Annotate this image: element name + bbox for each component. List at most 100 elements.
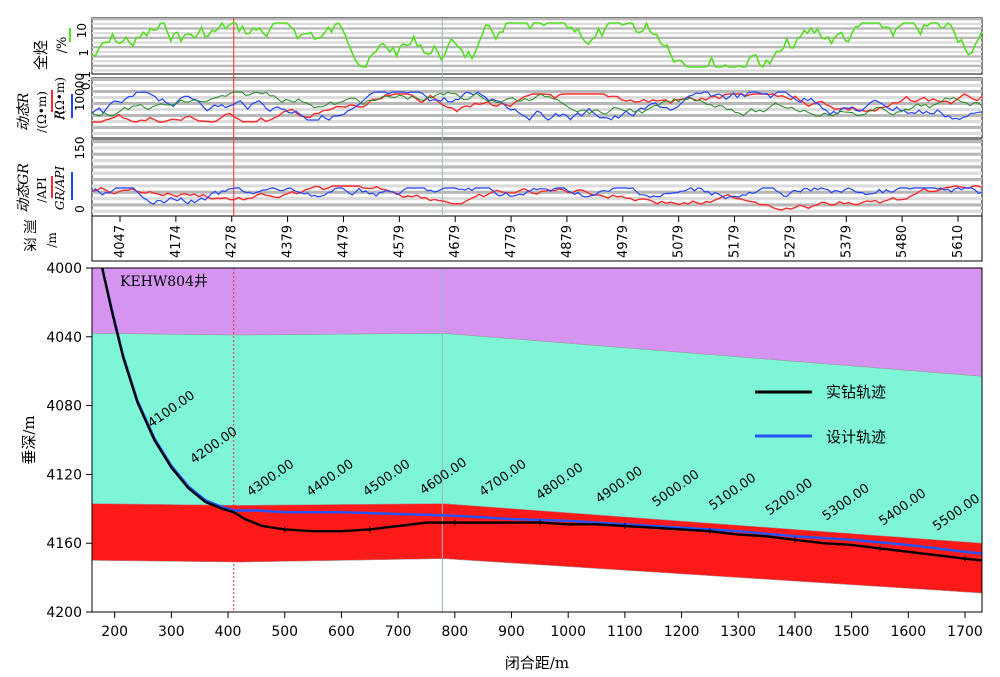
stripe [92, 64, 982, 67]
plot-frame [91, 267, 983, 613]
log-curve [92, 93, 983, 123]
stripe [92, 184, 982, 188]
stripe [92, 46, 982, 49]
stripe [92, 165, 982, 169]
depth-tick-label-4479: 4479 [336, 225, 351, 258]
stripe [92, 69, 982, 72]
resistivity-label-2: /(Ω•m) [35, 91, 49, 133]
x-tick-label-1000: 1000 [550, 624, 586, 640]
resistivity-tick-10000: 10000 [73, 73, 87, 111]
depth-tick-label-4174: 4174 [169, 225, 184, 258]
x-tick-label-1300: 1300 [720, 624, 756, 640]
stripe [92, 178, 982, 182]
gamma-track-stripes [92, 140, 982, 213]
x-tick-label-400: 400 [215, 624, 242, 640]
legend-label-design: 设计轨迹 [826, 428, 886, 446]
stripe [92, 132, 982, 135]
stripe [92, 90, 982, 93]
gamma-tick-0: 0 [73, 205, 87, 213]
well-label: KEHW804井 [120, 274, 208, 290]
log-curves [91, 18, 983, 216]
x-tick-label-1200: 1200 [664, 624, 700, 640]
depth-tick-label-4579: 4579 [392, 225, 407, 258]
depth-tick-label-5279: 5279 [783, 225, 798, 258]
resistivity-track-stripes [92, 78, 982, 135]
x-tick-label-800: 800 [441, 624, 468, 640]
resistivity-label-3: R [53, 110, 68, 121]
stripe [92, 146, 982, 150]
stripe [92, 60, 982, 63]
depth-tick-label-4779: 4779 [504, 225, 519, 258]
stripe [92, 126, 982, 129]
depth-label-1: 测 [23, 220, 37, 236]
depth-tick-label-5610: 5610 [951, 225, 966, 258]
resistivity-label-1: 动态R [16, 92, 32, 131]
stripe [92, 120, 982, 123]
stripe [92, 171, 982, 175]
gamma-label-1: 动态GR [16, 163, 32, 213]
x-axis-title: 闭合距/m [505, 654, 569, 672]
depth-ticks: 4047 4174 4278 4379 4479 4579 4679 4779 4879 4979… [113, 216, 966, 258]
x-tick-label-600: 600 [328, 624, 355, 640]
y-tick-label-4160: 4160 [46, 536, 82, 552]
resistivity-track-label: 动态R /(Ω•m) R /(Ω•m) 10000 [16, 73, 87, 133]
depth-tick-label-4679: 4679 [448, 225, 463, 258]
depth-tick-label-5079: 5079 [672, 225, 687, 258]
stripe [92, 41, 982, 44]
y-tick-label-4000: 4000 [46, 261, 82, 277]
depth-tick-label-4047: 4047 [113, 225, 128, 258]
depth-tick-label-5179: 5179 [728, 225, 743, 258]
stripe [92, 209, 982, 213]
gamma-label-3: GR/API [53, 166, 67, 210]
stripe [92, 27, 982, 30]
x-tick-label-1500: 1500 [834, 624, 870, 640]
stripe [92, 108, 982, 111]
stripe [92, 102, 982, 105]
x-tick-label-1400: 1400 [777, 624, 813, 640]
x-tick-label-300: 300 [158, 624, 185, 640]
stripe [92, 22, 982, 25]
legend: 实钻轨迹 设计轨迹 [755, 383, 886, 446]
trajectory-lines [101, 267, 983, 562]
log-curve [91, 185, 983, 211]
gamma-tick-150: 150 [73, 137, 87, 160]
stripe [92, 152, 982, 156]
x-tick-label-500: 500 [271, 624, 298, 640]
x-tick-label-700: 700 [385, 624, 412, 640]
caliper-label-1: 全烃 [32, 40, 50, 70]
stripe [92, 84, 982, 87]
x-tick-label-1600: 1600 [890, 624, 926, 640]
caliper-track-label: 全烃 /% 10 1 0.1 [32, 23, 93, 90]
stripe [92, 32, 982, 35]
depth-label-3: /m [45, 232, 59, 248]
depth-tick-label-5480: 5480 [895, 225, 910, 258]
stripe [92, 114, 982, 117]
caliper-label-2: /% [55, 37, 70, 54]
log-curve [91, 187, 983, 205]
caliper-tick-01: 0.1 [79, 71, 93, 90]
gamma-label-2: /API [35, 177, 49, 203]
depth-tick-label-4879: 4879 [560, 225, 575, 258]
caliper-tick-10: 10 [75, 23, 89, 38]
stripe [92, 36, 982, 39]
depth-tick-label-4379: 4379 [281, 225, 296, 258]
y-axis-ticks: 4000 4040 4080 4120 4160 4200 [46, 261, 92, 621]
stripe [92, 78, 982, 81]
stripe [92, 55, 982, 58]
x-tick-label-1700: 1700 [947, 624, 983, 640]
x-tick-label-200: 200 [101, 624, 128, 640]
legend-label-actual: 实钻轨迹 [826, 383, 886, 401]
log-curve [91, 91, 983, 121]
log-panel: 4047 4174 4278 4379 4479 4579 4679 4779 4879 4979… [16, 17, 983, 262]
gamma-track-label: 动态GR /API GR/API 150 0 [16, 137, 87, 213]
y-tick-label-4120: 4120 [46, 467, 82, 483]
x-axis-ticks: 200 300 400 500 600 700 800 900 1000 1100 1200 1300… [101, 612, 983, 640]
log-curve [91, 21, 983, 69]
resistivity-label-4: /(Ω•m) [53, 77, 67, 119]
formation-layers [91, 267, 983, 594]
depth-axis-label: 测 深 /m [23, 220, 59, 254]
depth-label-2: 深 [23, 238, 37, 254]
caliper-tick-1: 1 [77, 49, 91, 57]
